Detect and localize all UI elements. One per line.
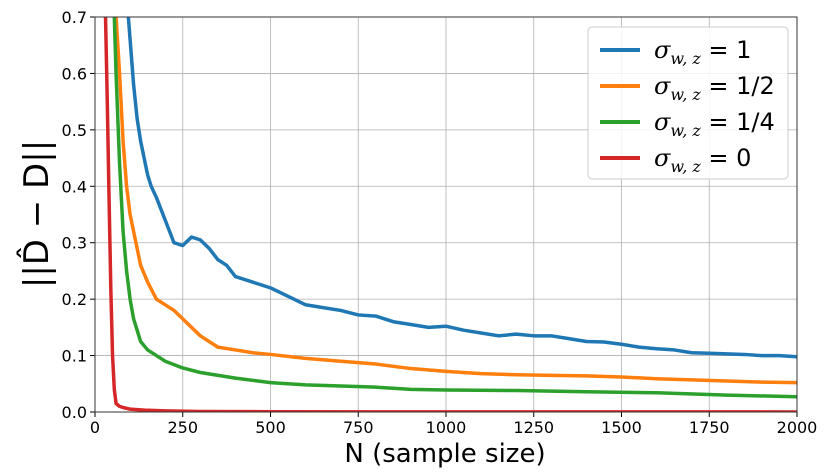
- y-tick-label: 0.3: [62, 234, 87, 253]
- y-axis-label: ||D̂ − D||: [16, 140, 57, 288]
- legend: σw, z = 1σw, z = 1/2σw, z = 1/4σw, z = 0: [587, 26, 789, 180]
- y-tick-label: 0.6: [62, 64, 87, 83]
- plot-frame: [94, 16, 798, 413]
- legend-label-3: σw, z = 1/4: [654, 108, 775, 140]
- x-tick-label: 1000: [426, 418, 467, 437]
- y-tick-label: 0.4: [62, 177, 87, 196]
- series-line-2: [114, 17, 797, 385]
- y-tick-label: 0.1: [62, 347, 87, 366]
- legend-sigma: σ: [654, 72, 671, 100]
- x-tick-label: 0: [90, 418, 100, 437]
- tick-labels: 0 250 500 750 1000 1250 1500 1750 2000 0.0 0.1 0.2 0…: [62, 8, 818, 437]
- legend-label-2: σw, z = 1/2: [654, 72, 775, 104]
- x-tick-label: 250: [167, 418, 198, 437]
- y-tick-label: 0.7: [62, 8, 87, 27]
- y-tick-label: 0.0: [62, 403, 87, 422]
- legend-subscript: w, z: [670, 121, 701, 140]
- legend-subscript: w, z: [670, 157, 701, 176]
- legend-value: = 0: [701, 144, 752, 172]
- y-tick-label: 0.2: [62, 290, 87, 309]
- legend-sigma: σ: [654, 36, 671, 64]
- x-axis-label: N (sample size): [344, 439, 545, 469]
- x-tick-label: 1250: [513, 418, 554, 437]
- legend-sigma: σ: [654, 108, 671, 136]
- legend-subscript: w, z: [670, 85, 701, 104]
- legend-sigma: σ: [654, 144, 671, 172]
- x-tick-label: 750: [343, 418, 374, 437]
- axes: [90, 16, 798, 417]
- x-tick-label: 1500: [601, 418, 642, 437]
- series-line-3: [112, 17, 797, 399]
- x-tick-label: 2000: [777, 418, 818, 437]
- y-tick-label: 0.5: [62, 121, 87, 140]
- legend-value: = 1: [701, 36, 752, 64]
- legend-box: [587, 26, 789, 180]
- x-tick-label: 500: [255, 418, 286, 437]
- legend-label-1: σw, z = 1: [654, 36, 751, 68]
- legend-subscript: w, z: [670, 49, 701, 68]
- x-tick-label: 1750: [689, 418, 730, 437]
- legend-value: = 1/2: [701, 72, 775, 100]
- legend-value: = 1/4: [701, 108, 775, 136]
- series-line-1: [126, 17, 797, 359]
- legend-label-4: σw, z = 0: [654, 144, 751, 176]
